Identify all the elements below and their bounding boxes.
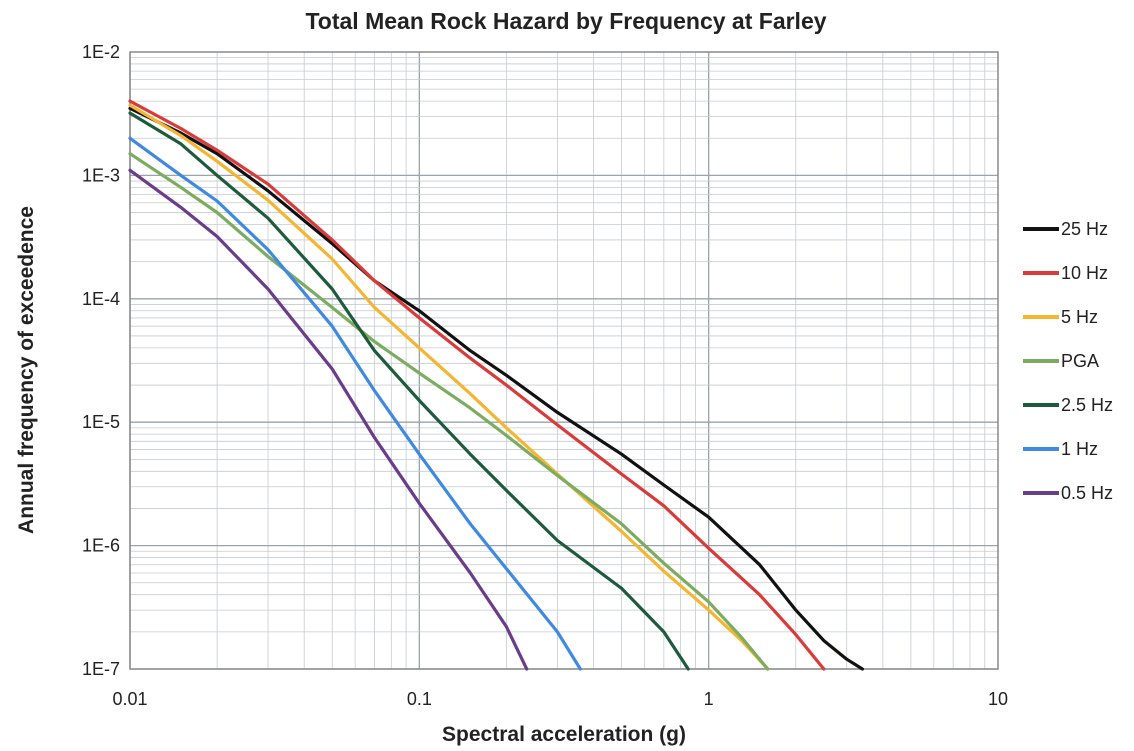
legend-item: 5 Hz (1023, 307, 1098, 327)
legend: 25 Hz 10 Hz 5 Hz PGA 2.5 Hz 1 Hz 0.5 Hz (1023, 219, 1113, 503)
legend-label: 0.5 Hz (1061, 483, 1113, 503)
legend-label: 10 Hz (1061, 263, 1108, 283)
plot-grid (129, 52, 998, 670)
series-line-2-5-hz (128, 111, 690, 671)
series-line-pga (128, 152, 770, 671)
x-tick-label: 1 (704, 689, 714, 709)
y-axis-ticks: 1E-2 1E-3 1E-4 1E-5 1E-6 1E-7 (82, 42, 120, 679)
legend-item: 0.5 Hz (1023, 483, 1113, 503)
x-tick-label: 10 (988, 689, 1008, 709)
y-tick-label: 1E-7 (82, 659, 120, 679)
y-tick-label: 1E-2 (82, 42, 120, 62)
plot-area (129, 51, 999, 670)
series-line-0-5-hz (128, 168, 529, 671)
chart-title: Total Mean Rock Hazard by Frequency at F… (305, 8, 826, 34)
series-line-25-hz (128, 106, 864, 671)
legend-item: PGA (1023, 351, 1099, 371)
x-tick-label: 0.1 (407, 689, 432, 709)
legend-item: 1 Hz (1023, 439, 1098, 459)
series-line-5-hz (128, 103, 770, 671)
series-line-10-hz (128, 99, 826, 671)
legend-label: PGA (1061, 351, 1099, 371)
y-tick-label: 1E-3 (82, 165, 120, 185)
series-lines (128, 99, 864, 671)
legend-label: 2.5 Hz (1061, 395, 1113, 415)
legend-item: 25 Hz (1023, 219, 1108, 239)
y-tick-label: 1E-4 (82, 289, 120, 309)
legend-label: 1 Hz (1061, 439, 1098, 459)
legend-item: 2.5 Hz (1023, 395, 1113, 415)
series-line-1-hz (128, 136, 582, 671)
x-tick-label: 0.01 (112, 689, 147, 709)
y-tick-label: 1E-5 (82, 412, 120, 432)
legend-label: 25 Hz (1061, 219, 1108, 239)
legend-label: 5 Hz (1061, 307, 1098, 327)
legend-item: 10 Hz (1023, 263, 1108, 283)
x-axis-ticks: 0.01 0.1 1 10 (112, 689, 1008, 709)
y-axis-label: Annual frequency of exceedence (15, 206, 38, 534)
x-axis-label: Spectral acceleration (g) (442, 723, 686, 746)
y-tick-label: 1E-6 (82, 536, 120, 556)
